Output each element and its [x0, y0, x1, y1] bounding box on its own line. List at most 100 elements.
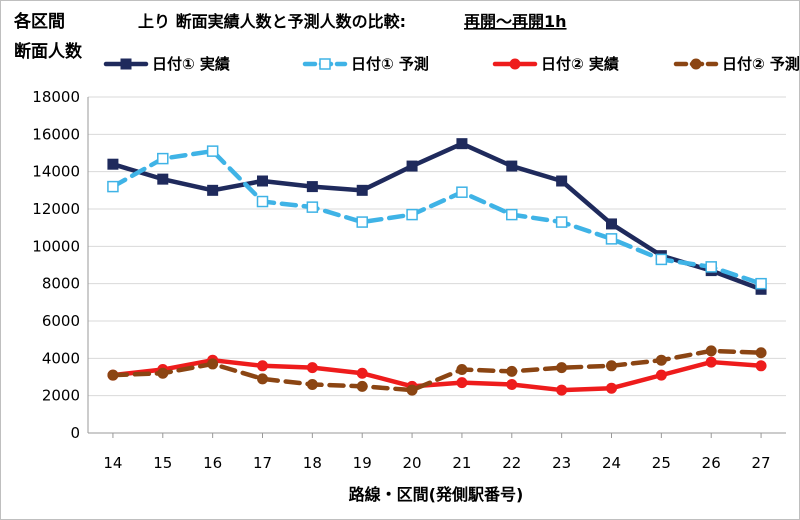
series-3-point	[456, 377, 468, 389]
legend-label: 日付② 実績	[541, 55, 619, 73]
series-1-point	[356, 184, 368, 196]
y-axis-ticks: 0 2000 4000 6000 8000 10000 12000 14000 16000 180…	[32, 88, 80, 442]
legend-label: 日付② 予測	[722, 55, 800, 73]
series-2-line	[110, 148, 764, 286]
series-3-point	[705, 356, 717, 368]
series-4-point	[556, 362, 568, 374]
series-3-line	[110, 357, 764, 393]
y-tick-label: 16000	[32, 125, 80, 143]
series-4-point	[456, 364, 468, 376]
series-4-point	[606, 360, 617, 372]
x-tick-label: 19	[353, 454, 372, 472]
series-4-point	[705, 345, 717, 357]
x-tick-label: 21	[452, 454, 471, 472]
series-4	[107, 345, 767, 396]
x-tick-label: 27	[752, 454, 771, 472]
series-2-point	[107, 180, 119, 193]
series-1-point	[606, 218, 617, 230]
x-tick-label: 24	[602, 454, 621, 472]
series-1-line	[110, 141, 764, 292]
x-tick-label: 25	[652, 454, 671, 472]
series-1-point	[506, 160, 518, 172]
x-tick-label: 20	[403, 454, 422, 472]
series-1-point	[456, 138, 468, 150]
y-tick-label: 14000	[32, 163, 80, 181]
x-axis-title: 路線・区間(発側駅番号)	[349, 485, 524, 504]
series-3-point	[755, 360, 767, 372]
legend: 日付① 実績 日付① 予測 日付② 実績 日付② 予測	[103, 55, 800, 73]
series-group	[107, 138, 767, 396]
series-2-point	[157, 152, 169, 165]
series-4-point	[107, 369, 119, 381]
series-1-point	[257, 175, 268, 187]
legend-item-3: 日付② 実績	[492, 55, 619, 73]
x-tick-label: 17	[253, 454, 272, 472]
x-tick-label: 14	[103, 454, 122, 472]
series-2	[107, 145, 767, 290]
gridlines	[87, 96, 786, 434]
x-tick-label: 18	[303, 454, 322, 472]
series-2-point	[705, 261, 717, 273]
x-axis-ticks: 14 15 16 17 18 19 20 21 22 23 24 25 26 27	[103, 433, 771, 472]
chart-title: 上り 断面実績人数と予測人数の比較:	[138, 12, 406, 31]
series-2-point	[206, 145, 219, 157]
series-2-point	[456, 186, 468, 198]
series-1-point	[107, 158, 119, 170]
series-3-point	[556, 384, 568, 396]
series-4-point	[655, 354, 667, 366]
series-3-point	[506, 378, 518, 390]
series-4-point	[306, 378, 318, 390]
y-tick-label: 0	[70, 424, 80, 442]
series-2-point	[306, 201, 319, 213]
y-axis-label-line2: 断面人数	[14, 41, 83, 62]
series-3-point	[356, 367, 368, 379]
series-2-point	[506, 208, 518, 221]
y-tick-label: 10000	[32, 237, 80, 255]
y-axis-label-line1: 各区間	[13, 11, 65, 32]
y-tick-label: 8000	[42, 275, 80, 293]
series-3-point	[257, 360, 268, 372]
y-tick-label: 6000	[42, 312, 80, 330]
y-tick-label: 18000	[32, 88, 80, 106]
series-2-point	[605, 233, 618, 245]
series-4-point	[406, 384, 418, 396]
legend-swatch-marker	[509, 58, 521, 70]
legend-label: 日付① 実績	[152, 55, 230, 73]
series-2-point	[555, 216, 568, 228]
x-tick-label: 15	[153, 454, 172, 472]
series-4-point	[506, 365, 518, 377]
series-2-point	[256, 195, 269, 208]
x-tick-label: 16	[203, 454, 222, 472]
legend-swatch-marker	[690, 58, 702, 70]
series-4-point	[755, 347, 767, 359]
x-tick-label: 22	[502, 454, 521, 472]
series-3-point	[606, 382, 617, 394]
y-tick-label: 12000	[32, 200, 80, 218]
series-3-point	[655, 369, 667, 381]
series-4-point	[157, 367, 169, 379]
legend-swatch-marker	[120, 58, 132, 70]
series-1-point	[157, 173, 169, 185]
series-4-line	[110, 348, 764, 393]
legend-label: 日付① 予測	[351, 55, 429, 73]
x-tick-label: 23	[552, 454, 571, 472]
series-4-point	[356, 380, 368, 392]
legend-item-1: 日付① 実績	[103, 55, 230, 73]
legend-item-2: 日付① 予測	[302, 55, 429, 73]
series-1-point	[556, 175, 568, 187]
x-tick-label: 26	[702, 454, 721, 472]
y-tick-label: 2000	[42, 387, 80, 405]
chart-title-period: 再開～再開1h	[464, 12, 567, 31]
series-4-point	[207, 358, 219, 370]
series-1-point	[406, 160, 418, 172]
y-tick-label: 4000	[42, 349, 80, 367]
series-2-point	[655, 253, 668, 266]
series-1-point	[207, 184, 219, 196]
legend-item-4: 日付② 予測	[673, 55, 800, 73]
series-2-point	[356, 216, 368, 228]
series-2-point	[406, 208, 418, 221]
series-3-point	[306, 362, 318, 374]
series-2-point	[755, 277, 767, 290]
